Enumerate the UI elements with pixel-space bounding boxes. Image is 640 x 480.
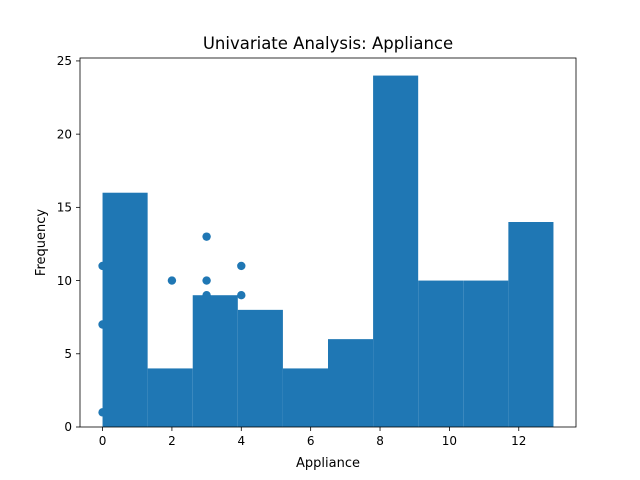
y-axis-label: Frequency xyxy=(34,209,49,276)
scatter-point-0 xyxy=(98,408,107,417)
x-tick-label-4: 4 xyxy=(237,434,245,448)
histogram-bar-9 xyxy=(508,222,554,427)
chart-title: Univariate Analysis: Appliance xyxy=(203,34,453,53)
histogram-bars xyxy=(102,75,554,428)
x-tick-label-8: 8 xyxy=(376,434,384,448)
histogram-bar-6 xyxy=(373,75,419,428)
x-axis-ticks: 0 2 4 6 8 10 12 xyxy=(99,427,526,448)
plot-area xyxy=(79,57,577,428)
scatter-point-5 xyxy=(202,276,211,285)
y-tick-label-0: 0 xyxy=(64,420,72,434)
x-tick-label-10: 10 xyxy=(442,434,457,448)
histogram-bar-0 xyxy=(102,192,148,427)
scatter-point-1 xyxy=(98,320,107,329)
scatter-points xyxy=(98,232,246,417)
x-tick-label-0: 0 xyxy=(99,434,107,448)
histogram-bar-8 xyxy=(463,280,509,427)
y-axis-ticks: 0 5 10 15 20 25 xyxy=(57,54,80,434)
scatter-point-7 xyxy=(237,291,246,300)
histogram-bar-4 xyxy=(282,368,328,427)
y-tick-label-20: 20 xyxy=(57,127,72,141)
scatter-point-3 xyxy=(167,276,177,285)
histogram-bar-7 xyxy=(418,280,464,427)
scatter-point-2 xyxy=(98,261,107,271)
histogram-bar-5 xyxy=(328,339,374,427)
y-tick-label-25: 25 xyxy=(57,54,72,68)
y-tick-label-10: 10 xyxy=(57,274,72,288)
scatter-point-4 xyxy=(202,291,211,300)
y-tick-label-5: 5 xyxy=(64,347,72,361)
x-tick-label-12: 12 xyxy=(511,434,526,448)
scatter-point-6 xyxy=(202,232,211,241)
y-tick-label-15: 15 xyxy=(57,201,72,215)
histogram-bar-2 xyxy=(192,295,238,427)
histogram-bar-3 xyxy=(237,309,283,427)
axes-frame xyxy=(79,57,577,428)
histogram-bar-1 xyxy=(147,368,193,427)
x-axis-label: Appliance xyxy=(296,456,360,471)
x-tick-label-6: 6 xyxy=(307,434,315,448)
scatter-point-8 xyxy=(237,261,246,271)
x-tick-label-2: 2 xyxy=(168,434,176,448)
